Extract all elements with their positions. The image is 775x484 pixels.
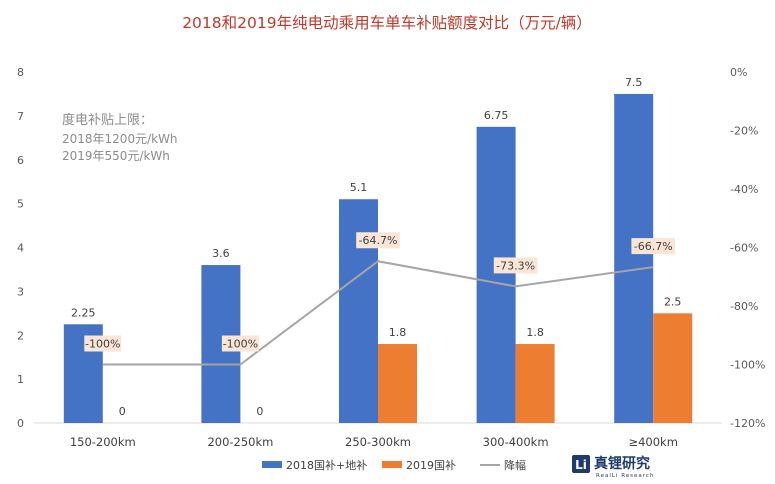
legend-swatch <box>262 461 282 468</box>
legend-label: 2019国补 <box>406 459 456 472</box>
decline-label: -100% <box>223 338 258 351</box>
bar-2019-label: 0 <box>256 405 263 418</box>
y-left-tick-label: 7 <box>17 110 24 123</box>
bar-2019 <box>653 313 693 423</box>
y-right-tick-label: -100% <box>730 359 765 372</box>
axes: 0 1 2 3 4 5 6 7 8 0% -20% -40% -60% -80% -100% -120% 150… <box>17 66 765 449</box>
bar-2019-label: 1.8 <box>526 326 544 339</box>
bar-2019 <box>515 344 555 423</box>
bar-2018-label: 5.1 <box>350 181 368 194</box>
y-right-tick-label: 0% <box>730 66 747 79</box>
legend-label: 降幅 <box>504 458 526 472</box>
y-left-tick-label: 8 <box>17 66 24 79</box>
x-tick-label: 150-200km <box>70 435 136 449</box>
x-tick-label: ≥400km <box>628 435 677 449</box>
decline-label-bg <box>221 335 259 352</box>
bar-2019-label: 0 <box>119 405 126 418</box>
y-left-tick-label: 3 <box>17 285 24 298</box>
bar-2018-label: 3.6 <box>212 247 230 260</box>
bar-2019-label: 1.8 <box>389 326 407 339</box>
decline-label-bg <box>356 232 400 249</box>
bar-2019-label: 2.5 <box>664 295 682 308</box>
x-tick-label: 300-400km <box>483 435 549 449</box>
decline-label: -64.7% <box>359 234 398 247</box>
y-left-tick-label: 1 <box>17 373 24 386</box>
bars <box>63 93 693 423</box>
y-left-tick-label: 0 <box>17 417 24 430</box>
logo-name: 真锂研究 <box>594 455 650 472</box>
y-right-tick-label: -40% <box>730 183 758 196</box>
bar-2018-label: 2.25 <box>71 306 96 319</box>
y-right-tick-label: -20% <box>730 125 758 138</box>
annotation-line-1: 度电补贴上限： <box>62 112 153 128</box>
bar-2018-label: 7.5 <box>625 76 643 89</box>
logo-subtitle: RealLi Research <box>596 473 654 479</box>
bar-2018 <box>614 93 654 423</box>
logo-mark-glyph: Li <box>575 458 587 472</box>
y-left-tick-label: 4 <box>17 242 24 255</box>
y-left-tick-label: 2 <box>17 329 24 342</box>
logo-mark <box>572 455 590 473</box>
x-tick-label: 200-250km <box>207 435 273 449</box>
bar-2018-label: 6.75 <box>484 109 509 122</box>
decline-label: -73.3% <box>496 259 535 272</box>
annotation-line-2: 2018年1200元/kWh <box>62 132 178 146</box>
annotation: 度电补贴上限： 2018年1200元/kWh 2019年550元/kWh <box>62 112 178 163</box>
data-labels: 2.25 3.6 5.1 6.75 7.5 0 0 1.8 1.8 2.5 -100% -100% -6… <box>71 76 681 418</box>
y-right-tick-label: -60% <box>730 242 758 255</box>
logo: Li 真锂研究 RealLi Research <box>572 455 654 479</box>
decline-label-bg <box>493 257 538 274</box>
chart-title: 2018和2019年纯电动乘用车单车补贴额度对比（万元/辆） <box>182 14 592 32</box>
decline-label-bg <box>84 335 122 352</box>
y-right-tick-label: -80% <box>730 300 758 313</box>
bar-2018 <box>476 126 516 423</box>
annotation-line-3: 2019年550元/kWh <box>62 149 170 163</box>
legend-swatch <box>382 461 402 468</box>
decline-label: -100% <box>85 338 120 351</box>
legend: 2018国补+地补 2019国补 降幅 <box>262 458 526 472</box>
decline-line <box>102 260 654 366</box>
decline-label: -66.7% <box>634 240 673 253</box>
bar-2019 <box>378 344 417 423</box>
decline-series-line <box>102 260 654 366</box>
y-left-tick-label: 6 <box>17 154 24 167</box>
decline-label-bg <box>631 238 675 255</box>
y-left-tick-label: 5 <box>17 198 24 211</box>
x-tick-label: 250-300km <box>345 435 411 449</box>
y-right-tick-label: -120% <box>730 417 765 430</box>
legend-label: 2018国补+地补 <box>286 459 367 472</box>
